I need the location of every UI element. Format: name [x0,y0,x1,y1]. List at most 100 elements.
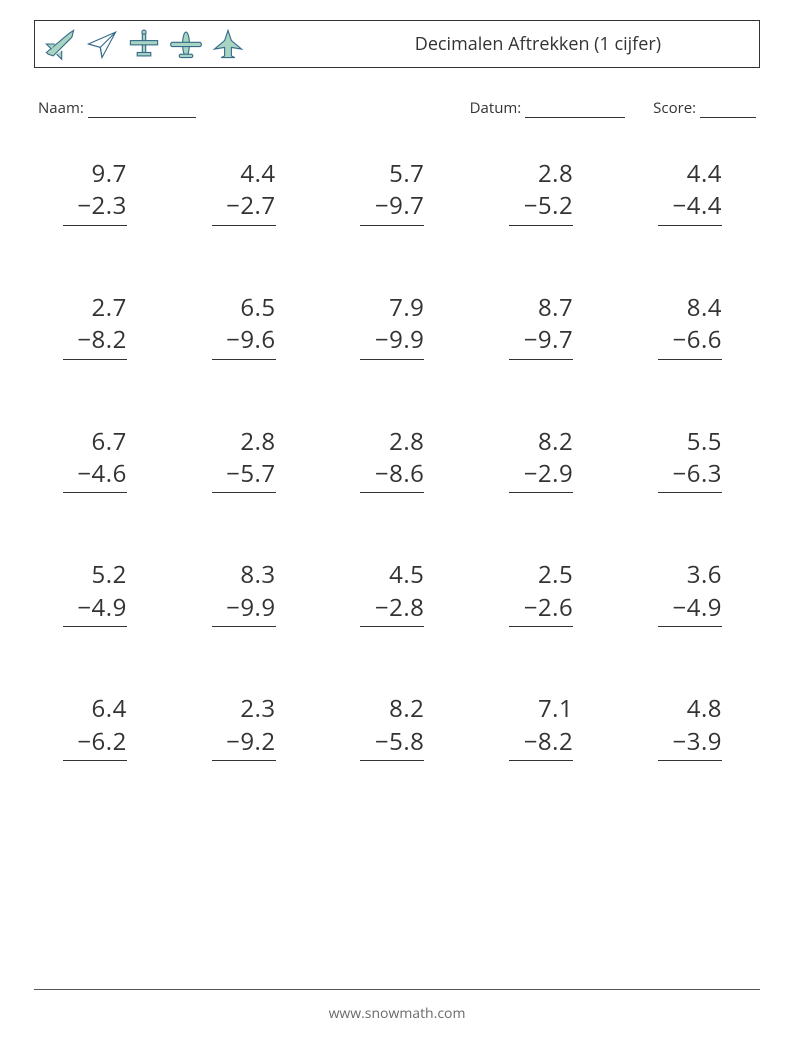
minuend: 2.5 [538,559,573,591]
subtrahend: −5.8 [375,726,424,758]
minuend: 2.8 [240,426,275,458]
problem: 2.3−9.2 [195,693,302,761]
equals-rule [360,626,424,627]
subtrahend: −9.9 [375,324,424,356]
subtrahend: −4.4 [673,190,722,222]
problem: 4.8−3.9 [641,693,748,761]
subtrahend: −9.7 [524,324,573,356]
minuend: 5.2 [92,559,127,591]
fighter-jet-icon [211,27,245,61]
minuend: 8.7 [538,292,573,324]
equals-rule [658,760,722,761]
subtrahend: −5.2 [524,190,573,222]
equals-rule [63,626,127,627]
score-label: Score: [653,98,696,118]
minuend: 8.2 [389,693,424,725]
subtrahend: −9.7 [375,190,424,222]
problem-grid: 9.7−2.34.4−2.75.7−9.72.8−5.24.4−4.42.7−8… [34,158,760,761]
equals-rule [509,626,573,627]
equals-rule [212,225,276,226]
subtrahend: −4.9 [673,592,722,624]
problem: 7.1−8.2 [492,693,599,761]
problem: 6.7−4.6 [46,426,153,494]
equals-rule [63,760,127,761]
header-icons [43,27,245,61]
problem: 5.5−6.3 [641,426,748,494]
problem: 2.8−5.2 [492,158,599,226]
small-plane-icon [169,27,203,61]
minuend: 4.4 [687,158,722,190]
problem: 7.9−9.9 [344,292,451,360]
subtrahend: −2.7 [226,190,275,222]
equals-rule [212,359,276,360]
date-blank[interactable] [525,104,625,118]
equals-rule [63,225,127,226]
problem: 2.7−8.2 [46,292,153,360]
minuend: 2.8 [538,158,573,190]
footer-text: www.snowmath.com [329,1004,466,1023]
subtrahend: −6.3 [673,458,722,490]
problem: 4.5−2.8 [344,559,451,627]
minuend: 2.7 [92,292,127,324]
minuend: 2.8 [389,426,424,458]
equals-rule [509,359,573,360]
jet-plane-icon [43,27,77,61]
problem: 5.2−4.9 [46,559,153,627]
prop-plane-icon [127,27,161,61]
equals-rule [360,359,424,360]
worksheet-title: Decimalen Aftrekken (1 cijfer) [415,32,741,56]
equals-rule [63,359,127,360]
subtrahend: −6.6 [673,324,722,356]
worksheet-page: Decimalen Aftrekken (1 cijfer) Naam: Dat… [0,0,794,761]
equals-rule [658,492,722,493]
minuend: 8.2 [538,426,573,458]
name-blank[interactable] [88,104,196,118]
footer-rule [34,989,760,990]
minuend: 7.9 [389,292,424,324]
problem: 2.8−5.7 [195,426,302,494]
minuend: 7.1 [538,693,573,725]
minuend: 8.3 [240,559,275,591]
subtrahend: −4.6 [77,458,126,490]
subtrahend: −5.7 [226,458,275,490]
subtrahend: −9.2 [226,726,275,758]
equals-rule [509,225,573,226]
problem: 4.4−4.4 [641,158,748,226]
problem: 9.7−2.3 [46,158,153,226]
subtrahend: −8.2 [77,324,126,356]
minuend: 4.5 [389,559,424,591]
equals-rule [658,225,722,226]
minuend: 8.4 [687,292,722,324]
minuend: 6.5 [240,292,275,324]
equals-rule [212,492,276,493]
problem: 5.7−9.7 [344,158,451,226]
problem: 8.4−6.6 [641,292,748,360]
minuend: 5.7 [389,158,424,190]
subtrahend: −6.2 [77,726,126,758]
equals-rule [509,760,573,761]
paper-plane-icon [85,27,119,61]
subtrahend: −2.3 [77,190,126,222]
meta-row: Naam: Datum: Score: [34,98,760,118]
problem: 2.5−2.6 [492,559,599,627]
problem: 8.7−9.7 [492,292,599,360]
problem: 8.2−5.8 [344,693,451,761]
score-blank[interactable] [700,104,756,118]
footer: www.snowmath.com [0,989,794,1023]
subtrahend: −3.9 [673,726,722,758]
equals-rule [509,492,573,493]
equals-rule [658,359,722,360]
equals-rule [212,626,276,627]
equals-rule [360,492,424,493]
problem: 8.2−2.9 [492,426,599,494]
subtrahend: −2.6 [524,592,573,624]
minuend: 4.8 [687,693,722,725]
name-field: Naam: [38,98,470,118]
minuend: 6.7 [92,426,127,458]
minuend: 2.3 [240,693,275,725]
subtrahend: −9.9 [226,592,275,624]
minuend: 9.7 [92,158,127,190]
date-field: Datum: [470,98,626,118]
problem: 4.4−2.7 [195,158,302,226]
equals-rule [212,760,276,761]
